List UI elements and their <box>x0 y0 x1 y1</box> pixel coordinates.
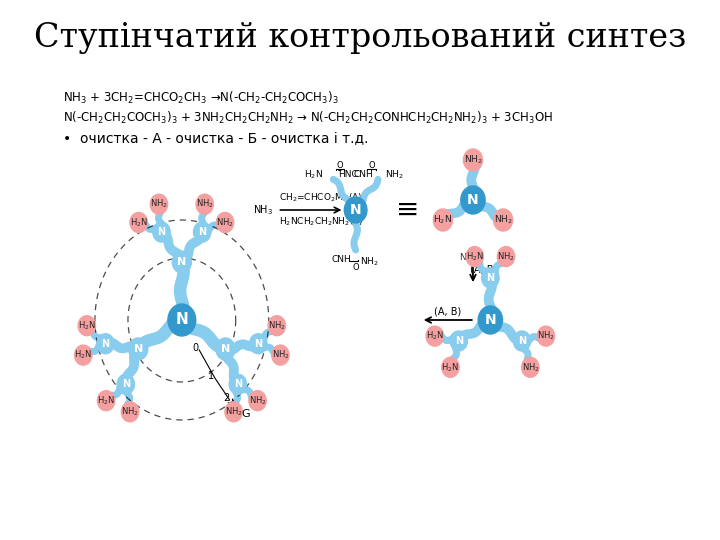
Text: NH$_2$: NH$_2$ <box>268 320 286 332</box>
Text: N: N <box>198 227 206 237</box>
Text: O: O <box>352 264 359 273</box>
Text: N(-CH$_2$CH$_2$COCH$_3$)$_3$ + 3NH$_2$CH$_2$CH$_2$NH$_2$ → N(-CH$_2$CH$_2$CONHCH: N(-CH$_2$CH$_2$COCH$_3$)$_3$ + 3NH$_2$CH… <box>63 110 553 126</box>
Text: H$_2$N: H$_2$N <box>466 251 484 263</box>
Text: N: N <box>455 336 463 346</box>
Text: N: N <box>133 344 143 354</box>
Text: N: N <box>122 379 130 389</box>
Text: 0: 0 <box>193 343 199 353</box>
Circle shape <box>168 304 196 336</box>
Text: N: N <box>176 313 188 327</box>
Text: N: N <box>221 344 230 354</box>
Text: N: N <box>350 203 361 217</box>
Circle shape <box>450 331 467 351</box>
Text: O: O <box>336 161 343 170</box>
Circle shape <box>150 194 168 214</box>
Text: H$_2$N: H$_2$N <box>97 394 115 407</box>
Text: H$_2$N: H$_2$N <box>130 216 148 229</box>
Circle shape <box>225 402 243 422</box>
Circle shape <box>344 197 367 223</box>
Text: (A, B): (A, B) <box>469 265 497 275</box>
Text: Ступінчатий контрольований синтез: Ступінчатий контрольований синтез <box>34 22 686 54</box>
Text: NH$_2$: NH$_2$ <box>521 361 539 374</box>
Circle shape <box>249 391 266 411</box>
Circle shape <box>122 402 139 422</box>
Circle shape <box>426 326 444 346</box>
Circle shape <box>153 222 170 242</box>
Circle shape <box>229 374 246 394</box>
Circle shape <box>498 247 515 267</box>
Circle shape <box>78 316 96 336</box>
Text: NH$_2$: NH$_2$ <box>225 406 243 418</box>
Circle shape <box>478 306 503 334</box>
Text: NH$_2$: NH$_2$ <box>271 349 289 361</box>
Text: 1: 1 <box>208 371 215 381</box>
Text: •  очистка - A - очистка - Б - очистка і т.д.: • очистка - A - очистка - Б - очистка і … <box>63 132 368 146</box>
Text: N: N <box>486 273 495 283</box>
Circle shape <box>493 209 513 231</box>
Text: 2: 2 <box>223 393 229 403</box>
Text: H$_2$N: H$_2$N <box>426 330 444 342</box>
Text: N: N <box>158 227 166 237</box>
Text: N: N <box>485 313 496 327</box>
Circle shape <box>96 334 114 354</box>
Text: H$_2$N: H$_2$N <box>441 361 459 374</box>
Text: H$_2$NCH$_2$CH$_2$NH$_2$(B): H$_2$NCH$_2$CH$_2$NH$_2$(B) <box>279 215 364 227</box>
Circle shape <box>268 316 286 336</box>
Text: N: N <box>254 339 262 349</box>
Circle shape <box>172 251 192 273</box>
Circle shape <box>433 209 452 231</box>
Circle shape <box>271 345 289 365</box>
Text: NH$_2$: NH$_2$ <box>498 251 515 263</box>
Circle shape <box>442 357 459 377</box>
Text: H$_2$N: H$_2$N <box>433 214 452 226</box>
Text: NH$_2$: NH$_2$ <box>150 198 168 211</box>
Text: CH$_2$=CHCO$_2$Me(A): CH$_2$=CHCO$_2$Me(A) <box>279 192 363 204</box>
Text: NH$_2$: NH$_2$ <box>360 255 379 267</box>
Circle shape <box>117 374 135 394</box>
Text: NH$_2$: NH$_2$ <box>249 394 266 407</box>
Circle shape <box>216 212 234 233</box>
Circle shape <box>513 331 531 351</box>
Text: CNH: CNH <box>331 255 351 264</box>
Text: N: N <box>102 339 109 349</box>
Text: N: N <box>467 193 479 207</box>
Text: N: N <box>177 257 186 267</box>
Text: NH$_3$ + 3CH$_2$=CHCO$_2$CH$_3$ →N(-CH$_2$-CH$_2$COCH$_3$)$_3$: NH$_3$ + 3CH$_2$=CHCO$_2$CH$_3$ →N(-CH$_… <box>63 90 338 106</box>
Text: NH$_2$: NH$_2$ <box>464 154 482 166</box>
Circle shape <box>466 247 483 267</box>
Circle shape <box>97 391 114 411</box>
Text: H$_2$N: H$_2$N <box>304 168 323 180</box>
Text: NH$_2$: NH$_2$ <box>494 214 513 226</box>
Text: ≡: ≡ <box>396 196 420 224</box>
Text: H$_2$N: H$_2$N <box>74 349 92 361</box>
Text: HNC: HNC <box>338 170 357 179</box>
Circle shape <box>194 222 211 242</box>
Text: NH$_2$: NH$_2$ <box>196 198 214 211</box>
Text: CNH: CNH <box>354 170 374 179</box>
Circle shape <box>521 357 539 377</box>
Circle shape <box>75 345 92 365</box>
Circle shape <box>250 334 267 354</box>
Circle shape <box>464 149 482 171</box>
Circle shape <box>537 326 554 346</box>
Circle shape <box>130 212 148 233</box>
Text: NH$_3$: NH$_3$ <box>253 203 273 217</box>
Text: NH$_2$: NH$_2$ <box>216 216 234 229</box>
Text: NH$_2$: NH$_2$ <box>537 330 554 342</box>
Text: N: N <box>518 336 526 346</box>
Text: G: G <box>241 409 250 419</box>
Circle shape <box>216 338 235 360</box>
Circle shape <box>196 194 213 214</box>
Circle shape <box>482 268 499 288</box>
Text: NH$_2$: NH$_2$ <box>121 406 139 418</box>
Text: NH$_2$: NH$_2$ <box>385 168 404 180</box>
Text: O: O <box>369 161 375 170</box>
Text: (A, B): (A, B) <box>434 307 462 317</box>
Text: H$_2$N: H$_2$N <box>78 320 96 332</box>
Text: N: N <box>234 379 242 389</box>
Text: NH$_2$: NH$_2$ <box>459 252 478 264</box>
Circle shape <box>129 338 148 360</box>
Circle shape <box>461 186 485 214</box>
